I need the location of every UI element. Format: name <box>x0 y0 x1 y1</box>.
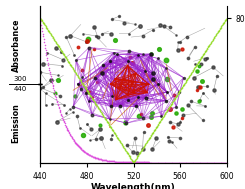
Text: Emission: Emission <box>12 103 21 143</box>
Text: 440: 440 <box>14 86 27 92</box>
Text: 300: 300 <box>14 76 27 82</box>
X-axis label: Wavelength(nm): Wavelength(nm) <box>91 183 176 189</box>
Text: Absorbance: Absorbance <box>12 18 21 72</box>
